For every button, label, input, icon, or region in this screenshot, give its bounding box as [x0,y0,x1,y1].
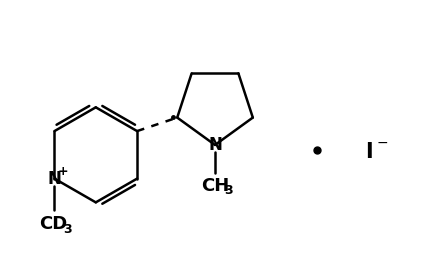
Text: I: I [365,142,373,162]
Text: 3: 3 [63,223,72,235]
Text: CD: CD [39,215,68,233]
Text: 3: 3 [225,184,233,197]
Text: N: N [48,170,62,188]
Text: +: + [58,165,69,178]
Text: −: − [376,136,388,150]
Text: N: N [208,136,222,154]
Text: CH: CH [201,177,229,195]
